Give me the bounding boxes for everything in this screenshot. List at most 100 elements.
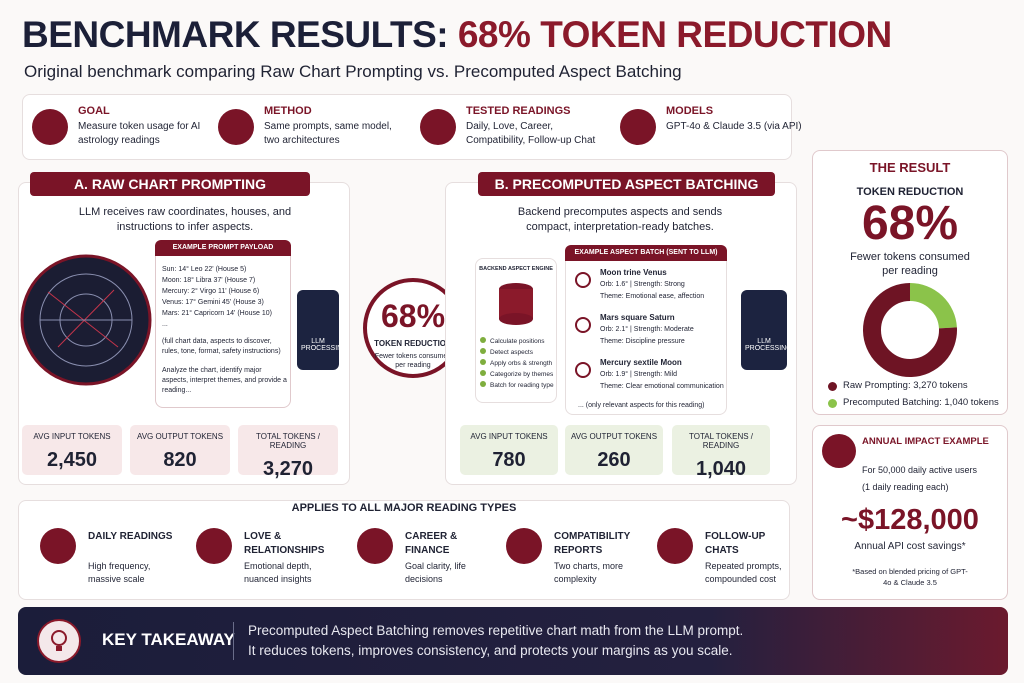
overview-text: Daily, Love, Career, Compatibility, Foll… [466,121,596,146]
legend-swatch [828,382,837,391]
check-icon [480,381,486,387]
payload-line: Moon: 18° Libra 37' (House 7) [162,277,256,284]
legend-swatch [828,399,837,408]
result-percent: 68% [861,197,959,250]
reading-icon [657,528,693,564]
center-percent: 68% [380,298,446,334]
payload-line: Mercury: 2° Virgo 11' (House 6) [162,288,260,295]
takeaway-line: Precomputed Aspect Batching removes repe… [248,623,744,638]
reading-icon [357,528,393,564]
result-label: TOKEN REDUCTION [856,186,964,198]
legend-label: Raw Prompting: 3,270 tokens [843,380,968,391]
takeaway-title: KEY TAKEAWAY [102,630,235,649]
stat-label: TOTAL TOKENS / READING [255,432,321,450]
database-icon [499,283,533,325]
aspect-theme: Theme: Discipline pressure [600,338,685,345]
stat-value: 1,040 [695,458,747,480]
reading-text: Goal clarity, life decisions [405,561,466,584]
stat-value: 260 [597,449,631,471]
takeaway-line: It reduces tokens, improves consistency,… [248,643,733,658]
stat-value: 820 [163,449,197,471]
stat-label: AVG OUTPUT TOKENS [570,432,658,441]
aspect-detail: Orb: 1.6° | Strength: Strong [600,281,685,288]
payload-line: Sun: 14° Leo 22' (House 5) [162,266,247,273]
overview-icon [218,109,254,145]
stat-label: AVG INPUT TOKENS [33,432,111,441]
overview-icon [420,109,456,145]
aspect-theme: Theme: Clear emotional communication [600,383,724,390]
stat-box: AVG OUTPUT TOKENS 820 [130,425,230,475]
overview-label: TESTED READINGS [466,105,571,117]
llm-a: LLM PROCESSING [297,290,348,370]
impact-title: ANNUAL IMPACT EXAMPLE [862,436,989,447]
result-heading: THE RESULT [869,160,951,175]
reading-types-title: APPLIES TO ALL MAJOR READING TYPES [291,502,517,514]
takeaway-icon [37,619,81,663]
stat-box: TOTAL TOKENS / READING 3,270 [238,425,338,480]
stat-value: 2,450 [46,449,98,471]
result-caption: Fewer tokens consumed per reading [850,251,970,277]
check-icon [480,359,486,365]
engine-step: Batch for reading type [480,380,558,391]
stat-value: 780 [492,449,526,471]
overview-text: GPT-4o & Claude 3.5 (via API) [666,121,802,132]
stat-label: AVG OUTPUT TOKENS [136,432,224,441]
payload-note: (full chart data, aspects to discover, r… [162,338,281,355]
aspect-theme: Theme: Emotional ease, affection [600,293,705,300]
impact-line2: (1 daily reading each) [862,482,949,492]
donut-segment [863,283,957,377]
engine-steps: Calculate positions Detect aspects Apply o… [480,336,558,391]
stat-box: AVG OUTPUT TOKENS 260 [565,425,663,475]
panel-b-description: Backend precomputes aspects and sends co… [517,206,723,233]
overview-label: METHOD [264,105,312,117]
stat-box: AVG INPUT TOKENS 780 [460,425,558,475]
reading-title: LOVE & RELATIONSHIPS [244,531,325,556]
payload-line: Mars: 21° Capricorn 14' (House 10) [162,310,272,317]
chart-wheel [20,254,152,386]
donut-segment [909,283,957,329]
reading-title: DAILY READINGS [88,531,173,542]
reading-text: Emotional depth, nuanced insights [244,561,312,584]
impact-line1: For 50,000 daily active users [862,465,978,475]
title-highlight: 68% TOKEN REDUCTION [457,14,892,55]
engine-step-text: Categorize by themes [490,371,554,378]
reading-text: Repeated prompts, compounded cost [705,561,782,584]
engine-step: Apply orbs & strength [480,358,558,369]
payload-box [155,240,291,408]
engine-title: BACKEND ASPECT ENGINE [479,266,553,272]
title-prefix: BENCHMARK RESULTS: [22,14,449,55]
batch-title: EXAMPLE ASPECT BATCH (SENT TO LLM) [565,245,727,261]
engine-step-text: Apply orbs & strength [490,360,553,367]
aspect-detail: Orb: 1.9° | Strength: Mild [600,371,677,378]
check-icon [480,337,486,343]
reading-title: FOLLOW-UP CHATS [705,531,766,556]
reading-title: COMPATIBILITY REPORTS [554,531,631,556]
check-icon [480,370,486,376]
impact-amount: ~$128,000 [841,504,979,536]
impact-icon [822,434,856,468]
llm-b: LLM PROCESSING [741,290,792,370]
donut [863,283,957,377]
center-label: TOKEN REDUCTION [374,339,452,348]
overview-label: MODELS [666,105,714,117]
legend-label: Precomputed Batching: 1,040 tokens [843,397,999,408]
subtitle: Original benchmark comparing Raw Chart P… [24,62,682,81]
stat-box: TOTAL TOKENS / READING 1,040 [672,425,770,480]
aspect-detail: Orb: 2.1° | Strength: Moderate [600,326,694,333]
overview-text: Measure token usage for AI astrology rea… [78,121,201,146]
aspect-icon [575,272,591,288]
title: BENCHMARK RESULTS: 68% TOKEN REDUCTION [22,14,892,56]
stat-label: TOTAL TOKENS / READING [688,432,754,450]
payload-title: EXAMPLE PROMPT PAYLOAD [155,240,291,256]
engine-step-text: Calculate positions [490,338,545,345]
engine-step: Calculate positions [480,336,558,347]
reading-icon [506,528,542,564]
overview-text: Same prompts, same model, two architectu… [264,121,392,146]
payload-line: Venus: 17° Gemini 45' (House 3) [162,299,264,306]
takeaway-divider [233,622,234,660]
stat-label: AVG INPUT TOKENS [470,432,548,441]
engine-step: Detect aspects [480,347,558,358]
reading-text: High frequency, massive scale [88,561,151,584]
payload-line: ... [162,321,168,328]
